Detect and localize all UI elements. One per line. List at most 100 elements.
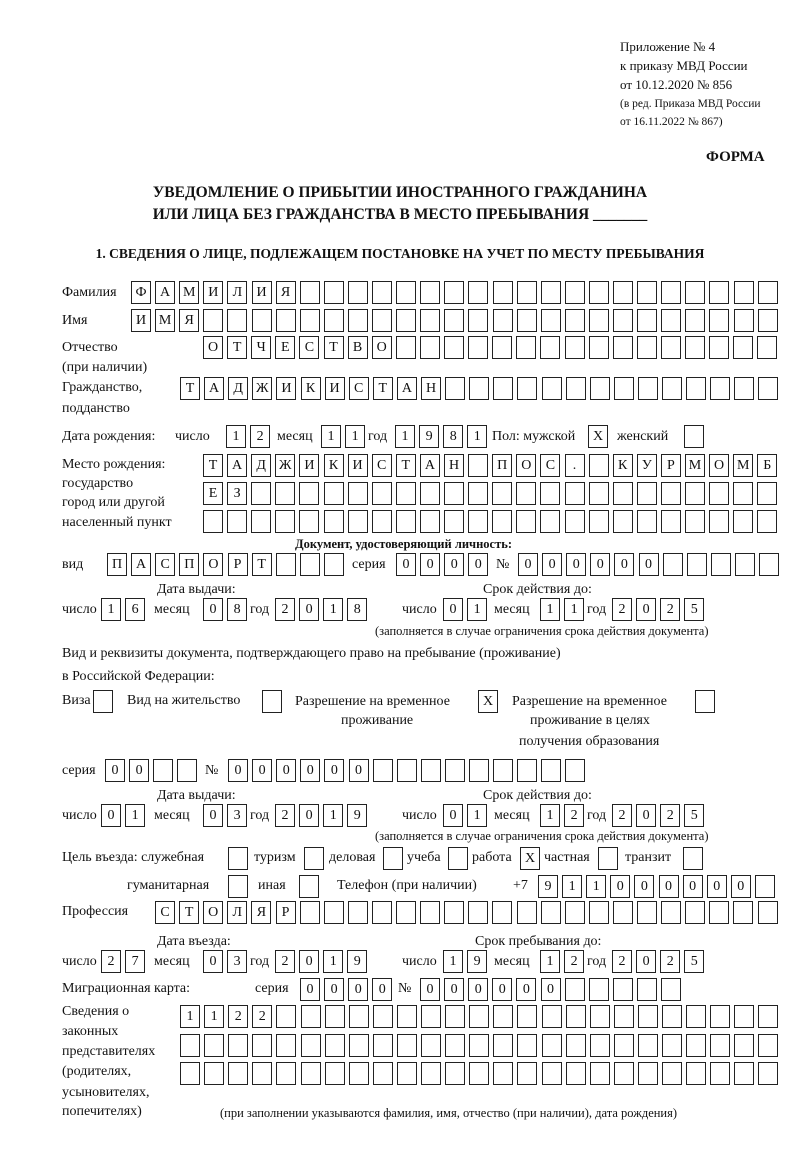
cell[interactable]: Д — [228, 377, 249, 400]
cell[interactable]: С — [299, 336, 320, 359]
cell[interactable]: 1 — [101, 598, 121, 621]
cell[interactable]: 5 — [684, 950, 705, 973]
cell[interactable]: 0 — [101, 804, 121, 827]
cell[interactable] — [565, 1062, 586, 1085]
cell[interactable]: М — [179, 281, 200, 304]
cell[interactable]: 1 — [323, 950, 344, 973]
cell[interactable] — [564, 281, 585, 304]
cell[interactable] — [304, 847, 324, 870]
cell[interactable]: И — [276, 377, 297, 400]
cell[interactable]: 1 — [323, 598, 344, 621]
cell[interactable] — [709, 901, 730, 924]
cell[interactable] — [683, 847, 703, 870]
cell[interactable] — [662, 1034, 682, 1057]
cell[interactable]: 0 — [203, 804, 223, 827]
cell[interactable] — [734, 1062, 755, 1085]
cell[interactable]: 0 — [634, 875, 655, 898]
cell[interactable]: 8 — [443, 425, 464, 448]
cell[interactable] — [612, 482, 633, 505]
cell[interactable] — [565, 1005, 586, 1028]
cell[interactable] — [227, 510, 248, 533]
cell[interactable]: 2 — [612, 950, 632, 973]
cell[interactable] — [564, 901, 585, 924]
cell[interactable] — [493, 1034, 514, 1057]
cell[interactable] — [493, 1062, 514, 1085]
cell[interactable] — [396, 759, 417, 782]
cell[interactable] — [323, 309, 344, 332]
cell[interactable]: 1 — [467, 598, 488, 621]
cell[interactable]: 2 — [275, 804, 295, 827]
cell[interactable]: А — [204, 377, 225, 400]
cell[interactable]: 9 — [347, 804, 368, 827]
cell[interactable] — [541, 759, 562, 782]
cell[interactable] — [564, 510, 585, 533]
cell[interactable]: X — [588, 425, 608, 448]
cell[interactable] — [588, 336, 609, 359]
cell[interactable] — [516, 336, 537, 359]
cell[interactable] — [469, 759, 489, 782]
cell[interactable]: 0 — [590, 553, 611, 576]
cell[interactable] — [541, 1034, 562, 1057]
cell[interactable] — [347, 482, 368, 505]
cell[interactable] — [444, 901, 465, 924]
cell[interactable]: Ф — [131, 281, 151, 304]
cell[interactable]: Е — [275, 336, 296, 359]
cell[interactable]: Т — [323, 336, 344, 359]
cell[interactable] — [564, 482, 585, 505]
cell[interactable] — [348, 1005, 369, 1028]
cell[interactable] — [203, 510, 223, 533]
cell[interactable]: С — [155, 553, 176, 576]
cell[interactable]: 0 — [348, 978, 369, 1001]
cell[interactable] — [372, 1005, 393, 1028]
cell[interactable] — [541, 377, 562, 400]
cell[interactable]: Ч — [251, 336, 272, 359]
cell[interactable]: 2 — [252, 1005, 273, 1028]
cell[interactable] — [685, 309, 706, 332]
cell[interactable]: И — [203, 281, 224, 304]
cell[interactable] — [372, 759, 393, 782]
cell[interactable] — [299, 281, 320, 304]
cell[interactable]: Л — [227, 901, 248, 924]
cell[interactable] — [252, 1034, 273, 1057]
cell[interactable] — [517, 1062, 538, 1085]
cell[interactable]: М — [733, 454, 754, 477]
cell[interactable]: О — [203, 901, 224, 924]
cell[interactable]: 7 — [125, 950, 146, 973]
cell[interactable] — [445, 1005, 466, 1028]
cell[interactable]: 0 — [420, 553, 441, 576]
cell[interactable]: 3 — [227, 950, 248, 973]
cell[interactable]: А — [227, 454, 248, 477]
cell[interactable]: 0 — [518, 553, 538, 576]
cell[interactable] — [228, 847, 248, 870]
cell[interactable]: 0 — [636, 950, 657, 973]
cell[interactable] — [661, 309, 682, 332]
cell[interactable] — [444, 482, 464, 505]
cell[interactable] — [276, 1005, 297, 1028]
cell[interactable]: Я — [251, 901, 272, 924]
cell[interactable]: 2 — [612, 804, 632, 827]
cell[interactable]: К — [323, 454, 344, 477]
cell[interactable] — [613, 309, 633, 332]
cell[interactable] — [588, 978, 609, 1001]
cell[interactable] — [516, 901, 537, 924]
cell[interactable] — [710, 553, 731, 576]
cell[interactable] — [177, 759, 198, 782]
cell[interactable] — [636, 336, 657, 359]
cell[interactable] — [541, 1005, 562, 1028]
cell[interactable]: 2 — [660, 950, 681, 973]
cell[interactable] — [686, 1034, 707, 1057]
cell[interactable] — [300, 1034, 321, 1057]
cell[interactable]: В — [347, 336, 368, 359]
cell[interactable]: П — [492, 454, 513, 477]
cell[interactable] — [757, 510, 778, 533]
cell[interactable] — [757, 901, 778, 924]
cell[interactable] — [421, 1034, 441, 1057]
cell[interactable]: 0 — [372, 978, 393, 1001]
cell[interactable]: 0 — [540, 978, 561, 1001]
cell[interactable]: 0 — [636, 804, 657, 827]
cell[interactable] — [757, 309, 778, 332]
cell[interactable] — [323, 553, 344, 576]
cell[interactable]: 9 — [538, 875, 558, 898]
cell[interactable]: И — [251, 281, 272, 304]
cell[interactable] — [564, 309, 585, 332]
